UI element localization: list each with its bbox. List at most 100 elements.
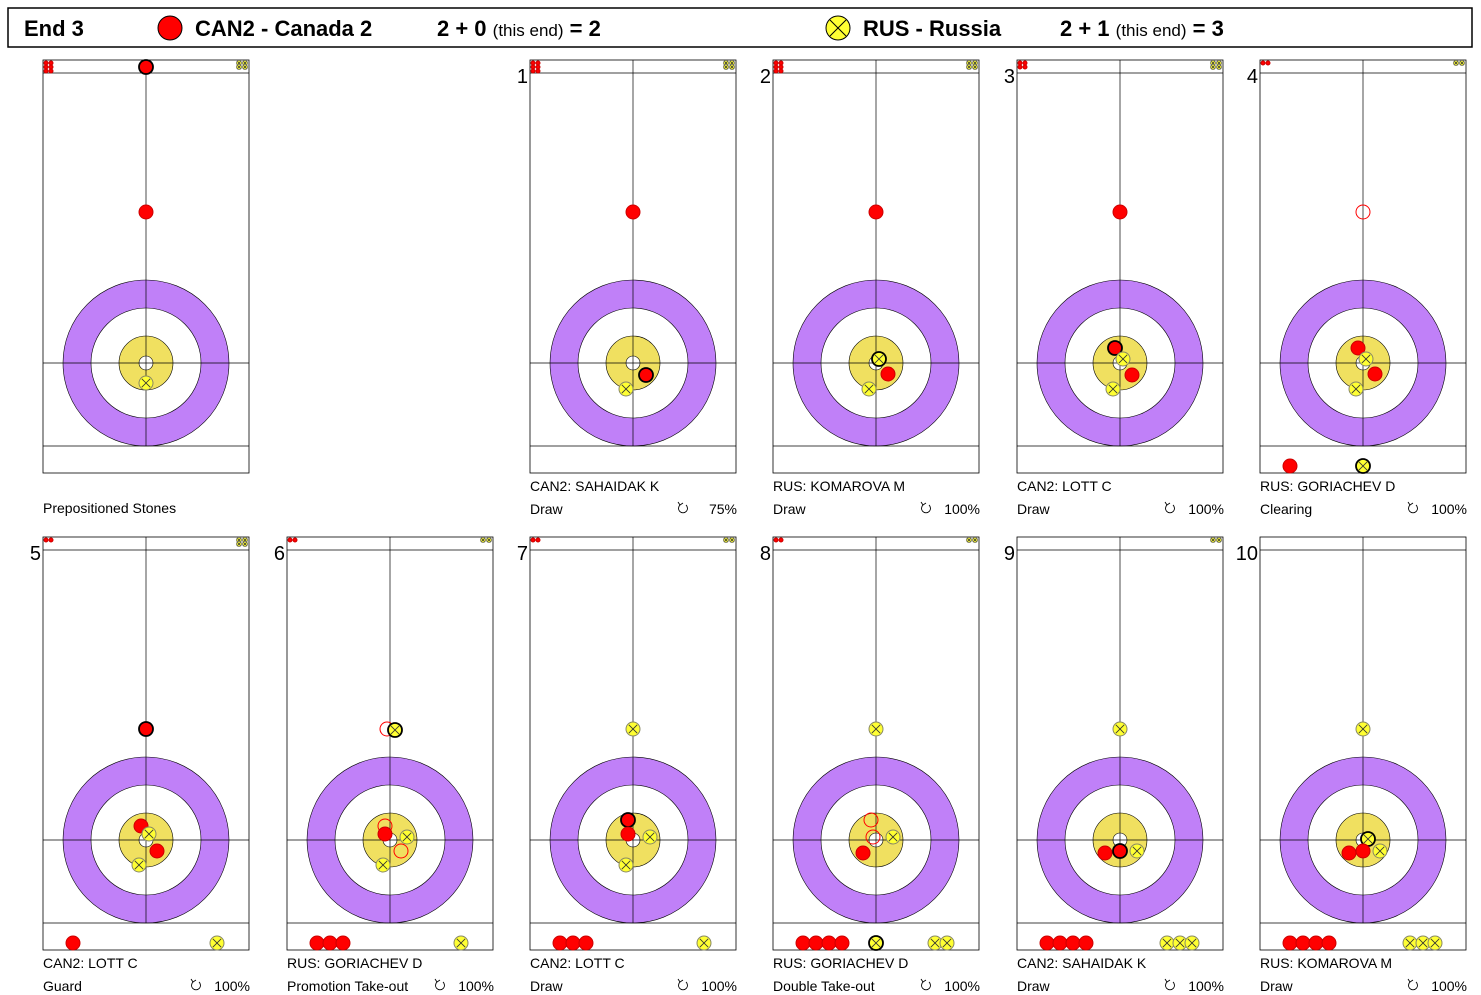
player: RUS: KOMAROVA M (773, 478, 905, 494)
stone-cross (481, 538, 485, 542)
stone (530, 537, 536, 543)
team1-name: CAN2 - Canada 2 (195, 16, 372, 41)
stone-cross (237, 65, 241, 69)
percent: 100% (944, 501, 980, 517)
stone (287, 537, 293, 543)
stone (322, 935, 338, 951)
stone (48, 60, 54, 66)
sheet (1259, 536, 1467, 951)
team1-score: 2 + 0 (this end) = 2 (437, 16, 601, 41)
rotation-icon (1165, 504, 1175, 514)
stone (1355, 843, 1371, 859)
caption: Prepositioned Stones (43, 500, 176, 516)
stone (778, 60, 784, 66)
stone-cross (1211, 538, 1215, 542)
percent: 100% (1188, 501, 1224, 517)
stone (1112, 843, 1128, 859)
stone-cross (724, 538, 728, 542)
rotation-icon (921, 504, 931, 514)
percent: 100% (458, 978, 494, 994)
player: CAN2: LOTT C (1017, 478, 1112, 494)
stone (863, 812, 879, 828)
player: RUS: GORIACHEV D (1260, 478, 1395, 494)
stone (1282, 935, 1298, 951)
stone (638, 367, 654, 383)
stone (48, 64, 54, 70)
shot-type: Draw (1260, 978, 1294, 994)
stone-cross (243, 538, 247, 542)
stone-cross (1115, 724, 1125, 734)
stone-cross (1175, 938, 1185, 948)
stone-cross (973, 65, 977, 69)
stone-cross (871, 938, 881, 948)
player: RUS: GORIACHEV D (287, 955, 422, 971)
shot-type: Clearing (1260, 501, 1312, 517)
stone (865, 829, 881, 845)
stone-cross (390, 725, 400, 735)
stone (620, 812, 636, 828)
sheet (1259, 59, 1467, 474)
stone (530, 68, 536, 74)
stone-cross (1361, 354, 1371, 364)
rotation-icon (1408, 981, 1418, 991)
stone (1341, 845, 1357, 861)
rotation-icon (920, 978, 927, 983)
stone-cross (1118, 354, 1128, 364)
stone-cross (134, 860, 144, 870)
stone (1065, 935, 1081, 951)
stone-cross (1132, 846, 1142, 856)
stone (1321, 935, 1337, 951)
stone-cross (1217, 538, 1221, 542)
stone-cross (942, 938, 952, 948)
stone-cross (237, 542, 241, 546)
stone-cross (724, 61, 728, 65)
stone-cross (1418, 938, 1428, 948)
rotation-icon (191, 981, 201, 991)
stone-cross (1217, 65, 1221, 69)
rotation-icon (1164, 978, 1171, 983)
sheet (42, 536, 250, 951)
stone (393, 843, 409, 859)
stone (1350, 340, 1366, 356)
shot-number: 9 (1004, 543, 1015, 565)
stone (1078, 935, 1094, 951)
sheet (529, 536, 737, 951)
stone-cross (1375, 846, 1385, 856)
player: RUS: GORIACHEV D (773, 955, 908, 971)
rotation-icon (677, 501, 684, 506)
stone (1282, 458, 1298, 474)
stone-cross (1211, 61, 1215, 65)
stone (335, 935, 351, 951)
team2-icon (825, 15, 851, 41)
percent: 100% (701, 978, 737, 994)
shot-number: 1 (517, 66, 528, 88)
shot-number: 8 (760, 543, 771, 565)
stone (535, 60, 541, 66)
stone-cross (967, 538, 971, 542)
stone-cross (724, 65, 728, 69)
stone-cross (1358, 461, 1368, 471)
stone-cross (730, 65, 734, 69)
player: CAN2: SAHAIDAK K (1017, 955, 1147, 971)
stone (778, 68, 784, 74)
stone (309, 935, 325, 951)
stone-cross (871, 724, 881, 734)
stone-cross (874, 354, 884, 364)
rotation-icon (1165, 981, 1175, 991)
shot-number: 5 (30, 543, 41, 565)
shot-type: Draw (773, 501, 807, 517)
stone (43, 68, 49, 74)
stone-cross (621, 384, 631, 394)
sheet (772, 536, 980, 951)
stone (773, 64, 779, 70)
stone (855, 845, 871, 861)
player: RUS: KOMAROVA M (1260, 955, 1392, 971)
stone-cross (730, 538, 734, 542)
shot-type: Draw (1017, 978, 1051, 994)
stone (535, 68, 541, 74)
shot-type: Draw (1017, 501, 1051, 517)
stone (292, 537, 298, 543)
stone-cross (141, 378, 151, 388)
stone (535, 64, 541, 70)
